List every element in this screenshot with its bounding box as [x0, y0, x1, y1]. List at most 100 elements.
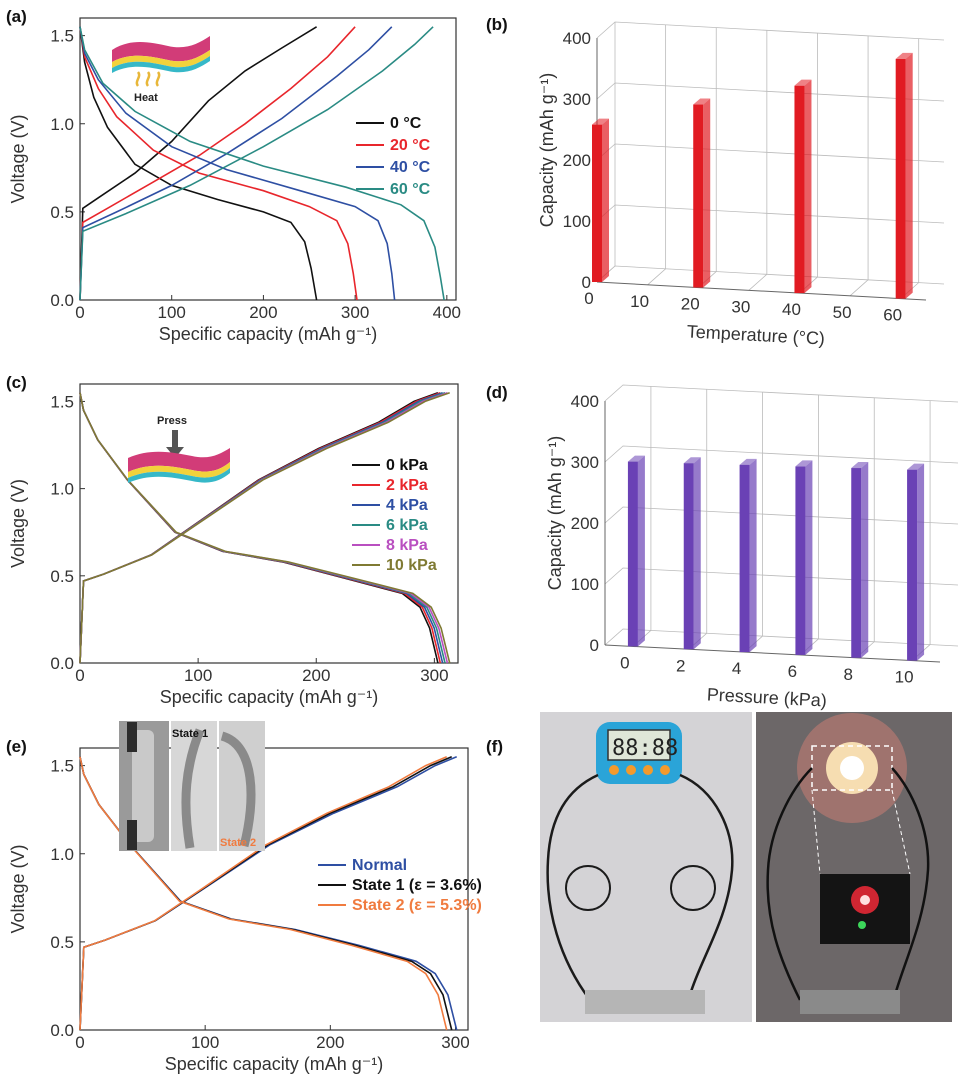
y-tick-label: 0.5 — [50, 203, 74, 222]
series-charge-2 — [79, 756, 448, 1031]
y-tick-label: 0.5 — [50, 933, 74, 952]
state1-label: State 1 — [172, 728, 208, 740]
y-tick-label: 0 — [582, 273, 591, 292]
x-axis-label: Pressure (kPa) — [706, 684, 827, 710]
grid-line — [596, 265, 945, 285]
x-axis-label: Specific capacity (mAh g⁻¹) — [159, 324, 378, 344]
chart-a: 0 100 200 300 400 0.0 0.5 1.0 1.5 Specific capaci… — [8, 17, 461, 344]
y-tick-label: 0.5 — [50, 567, 74, 586]
bar-side — [804, 79, 812, 294]
bar-top — [592, 118, 609, 125]
legend-entry: 2 kPa — [386, 477, 428, 494]
legend-entry: 40 °C — [390, 159, 431, 176]
bar-top — [693, 98, 711, 105]
bar-side — [805, 460, 813, 655]
press-inset: Press — [128, 415, 230, 483]
bar — [907, 469, 918, 661]
x-axis-label: Specific capacity (mAh g⁻¹) — [160, 687, 379, 707]
panel-label-c: (c) — [6, 373, 27, 392]
x-tick-label: 300 — [341, 303, 369, 322]
legend-entry: 0 °C — [390, 115, 422, 132]
panel-label-e: (e) — [6, 737, 27, 756]
panel-label-a: (a) — [6, 7, 27, 26]
bar-top — [795, 460, 813, 467]
series-charge-2 — [79, 26, 393, 301]
bar-top — [907, 463, 925, 470]
grid-line — [596, 82, 945, 102]
x-tick-label: 200 — [302, 666, 330, 685]
x-tick-label: 0 — [75, 303, 84, 322]
series-discharge-0 — [79, 392, 439, 664]
x-tick-label: 400 — [433, 303, 461, 322]
x-tick-label: 100 — [191, 1033, 219, 1052]
y-tick-label: 1.5 — [50, 27, 74, 46]
y-axis-label: Voltage (V) — [8, 844, 28, 933]
y-axis-label: Voltage (V) — [8, 114, 28, 203]
heat-inset: Heat — [112, 36, 210, 104]
y-tick-label: 1.0 — [50, 480, 74, 499]
series-discharge-2 — [79, 26, 396, 301]
legend-entry: State 2 (ε = 5.3%) — [352, 897, 482, 914]
legend-entry: 6 kPa — [386, 517, 428, 534]
chart-d: 0 100 200 300 400 0 2 4 6 8 10 Pressure (kPa) Capaci… — [545, 384, 958, 711]
y-tick-label: 200 — [563, 151, 591, 170]
press-label: Press — [157, 415, 187, 427]
bar — [739, 464, 750, 653]
y-axis-label: Capacity (mAh g⁻¹) — [545, 436, 565, 591]
grid-line — [748, 30, 768, 291]
series-charge-1 — [79, 26, 356, 301]
series-discharge-2 — [79, 756, 448, 1031]
x-axis-label: Temperature (°C) — [686, 321, 825, 348]
bar — [693, 104, 704, 288]
y-tick-label: 100 — [563, 212, 591, 231]
y-tick-label: 0.0 — [50, 291, 74, 310]
bar — [795, 466, 806, 655]
bar-top — [683, 457, 701, 464]
x-tick-label: 0 — [75, 1033, 84, 1052]
legend-entry: 10 kPa — [386, 557, 437, 574]
bar — [794, 85, 805, 294]
x-axis-label: Specific capacity (mAh g⁻¹) — [165, 1054, 384, 1074]
bar — [895, 58, 906, 299]
y-tick-label: 300 — [563, 90, 591, 109]
x-tick-label: 50 — [833, 303, 852, 322]
y-axis-label: Voltage (V) — [8, 479, 28, 568]
grid-line — [604, 567, 958, 586]
legend-entry: 4 kPa — [386, 497, 428, 514]
chart-b: 0 100 200 300 400 0 10 20 30 40 50 60 Temperature (°… — [537, 21, 945, 349]
x-tick-label: 200 — [249, 303, 277, 322]
grid-line — [604, 628, 958, 647]
x-tick-label: 30 — [731, 297, 750, 316]
x-tick-label: 10 — [630, 292, 649, 311]
x-tick-label: 20 — [681, 295, 700, 314]
x-tick-label: 300 — [441, 1033, 469, 1052]
x-tick-label: 300 — [420, 666, 448, 685]
bar — [851, 468, 862, 658]
x-tick-label: 100 — [184, 666, 212, 685]
grid-line — [604, 384, 958, 403]
y-tick-label: 400 — [571, 392, 599, 411]
y-tick-label: 400 — [563, 29, 591, 48]
x-tick-label: 0 — [584, 289, 593, 308]
x-tick-label: 100 — [158, 303, 186, 322]
y-axis-label: Capacity (mAh g⁻¹) — [537, 73, 557, 228]
chart-c: 0 100 200 300 0.0 0.5 1.0 1.5 Specific capacity … — [8, 383, 459, 707]
grid-line — [849, 35, 869, 297]
y-tick-label: 300 — [571, 453, 599, 472]
y-tick-label: 1.0 — [50, 115, 74, 134]
x-tick-label: 0 — [75, 666, 84, 685]
device-photos: 88:88 — [540, 712, 952, 1022]
bar — [627, 461, 638, 647]
plot-frame — [79, 383, 459, 664]
grid-line — [647, 24, 667, 286]
series-discharge-0 — [79, 26, 318, 301]
y-tick-label: 0.0 — [50, 654, 74, 673]
plot-frame — [79, 17, 457, 301]
y-tick-label: 1.5 — [50, 392, 74, 411]
series-charge-0 — [79, 391, 439, 664]
legend-entry: 60 °C — [390, 181, 431, 198]
series-charge-0 — [79, 26, 318, 301]
bar-top — [627, 455, 645, 462]
legend-entry: State 1 (ε = 3.6%) — [352, 877, 482, 894]
